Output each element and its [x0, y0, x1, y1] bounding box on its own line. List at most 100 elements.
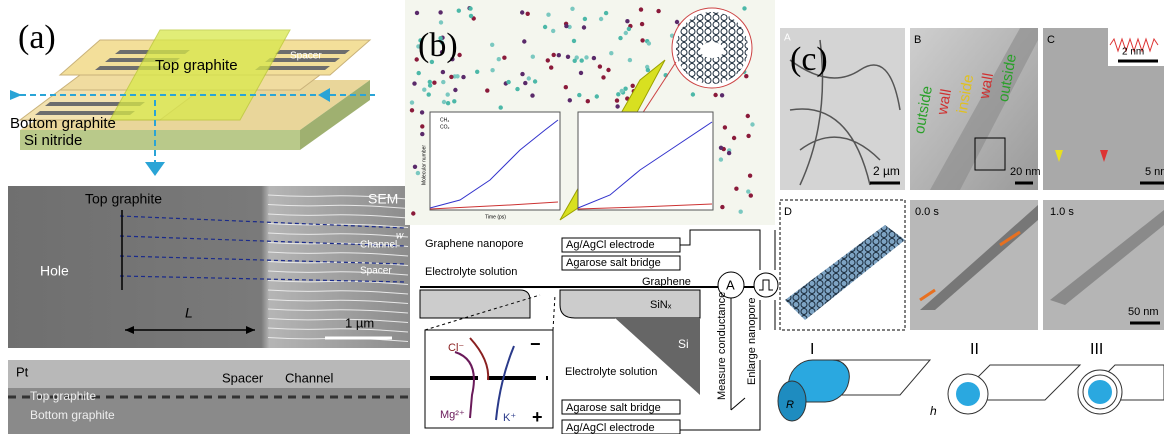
molecule [420, 124, 424, 128]
molecule [618, 36, 622, 40]
molecule [427, 92, 431, 96]
scale-label: 50 nm [1128, 306, 1159, 318]
molecule [520, 10, 524, 14]
molecule [551, 29, 555, 33]
label: K⁺ [503, 412, 516, 424]
molecule [412, 81, 416, 85]
molecule [533, 79, 537, 83]
molecule [646, 68, 650, 72]
molecule [748, 174, 752, 178]
molecule [490, 43, 494, 47]
molecule [640, 38, 644, 42]
plot-frame [430, 112, 560, 210]
label: Hole [40, 263, 69, 279]
molecule [469, 14, 473, 18]
label: Agarose salt bridge [566, 402, 661, 414]
molecule [744, 74, 748, 78]
molecule [432, 81, 436, 85]
label: L [185, 305, 193, 321]
molecule [457, 53, 461, 57]
label: Top graphite [85, 191, 162, 207]
label: Electrolyte solution [565, 366, 657, 378]
molecule [609, 51, 613, 55]
scale-label: 2 nm [1122, 47, 1144, 58]
roll-label: h [930, 404, 937, 418]
roll-label: I [810, 341, 814, 358]
molecule [449, 75, 453, 79]
molecule [416, 171, 420, 175]
label: Spacer [222, 370, 264, 385]
molecule [549, 65, 553, 69]
molecule [620, 89, 624, 93]
molecule [520, 72, 524, 76]
legend: CH₄ [440, 117, 449, 123]
molecule [546, 58, 550, 62]
panel-b: (b) CH₄ CO₂ Molecular number Time (ps) C… [405, 0, 778, 434]
label: Cl⁻ [448, 342, 464, 354]
image-letter: B [914, 34, 921, 46]
rolls [778, 360, 1164, 421]
molecule [502, 56, 506, 60]
molecule [439, 20, 443, 24]
molecule [592, 56, 596, 60]
label: Graphene [642, 276, 691, 288]
molecule [598, 64, 602, 68]
plot-frame [578, 112, 713, 210]
si [615, 318, 700, 395]
molecule [749, 193, 753, 197]
molecule [506, 80, 510, 84]
image-letter: D [784, 206, 792, 218]
sign: + [532, 407, 543, 427]
molecule [570, 7, 574, 11]
molecule [625, 19, 629, 23]
molecule [624, 31, 628, 35]
panel-a: (a) Top graphite Spacer Bottom graphite … [8, 19, 410, 434]
molecule [616, 92, 620, 96]
legend: CO₂ [440, 124, 450, 130]
molecule [640, 22, 644, 26]
pt-layer [8, 360, 410, 388]
scale-label: 5 nm [1145, 166, 1164, 178]
molecule [639, 7, 643, 11]
molecule [546, 13, 550, 17]
molecule [552, 53, 556, 57]
molecule [601, 75, 605, 79]
panel-c: (c) A 2 µm B 20 nm C 5 nm 2 nm D 0.0 s 1… [778, 28, 1164, 421]
molecule [566, 55, 570, 59]
time-label: 1.0 s [1050, 206, 1074, 218]
plot: CH₄ CO₂ Molecular number Time (ps) [421, 112, 560, 220]
molecule [623, 87, 627, 91]
figure: (a) Top graphite Spacer Bottom graphite … [0, 0, 1164, 434]
molecule [417, 71, 421, 75]
label: Spacer [290, 51, 322, 62]
molecule [719, 157, 723, 161]
molecule [572, 39, 576, 43]
molecule [582, 25, 586, 29]
molecule [543, 25, 547, 29]
molecule [415, 11, 419, 15]
plot [578, 112, 713, 210]
molecule [557, 53, 561, 57]
molecule [628, 58, 632, 62]
label: Channel [285, 370, 334, 385]
time-label: 0.0 s [915, 206, 939, 218]
switch [731, 398, 745, 410]
core [1088, 380, 1112, 404]
molecule [497, 57, 501, 61]
label: Ag/AgCl electrode [566, 239, 655, 251]
label: Top graphite [30, 389, 96, 403]
molecule [446, 92, 450, 96]
molecule [455, 74, 459, 78]
molecule [606, 68, 610, 72]
molecule [584, 55, 588, 59]
panel-label: (c) [790, 41, 828, 78]
label: Top graphite [155, 57, 238, 74]
molecule [446, 101, 450, 105]
molecule [530, 93, 534, 97]
label: Spacer [360, 266, 392, 277]
label: SiNₓ [650, 299, 672, 311]
molecule [604, 11, 608, 15]
molecule [457, 9, 461, 13]
molecule [461, 75, 465, 79]
molecule [615, 104, 619, 108]
